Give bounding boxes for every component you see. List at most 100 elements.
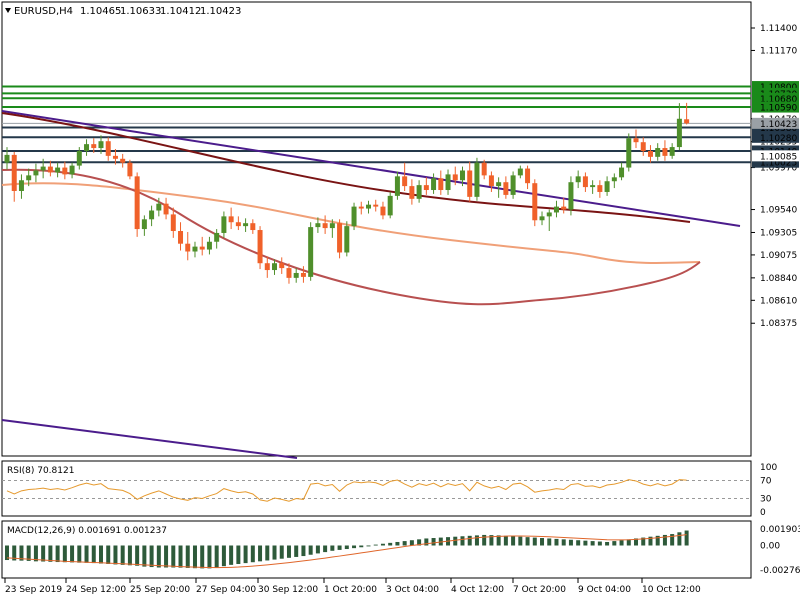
- macd-bar: [286, 545, 291, 558]
- candles: [4, 102, 690, 284]
- candle-body: [149, 210, 155, 220]
- candle-body: [11, 154, 17, 191]
- macd-bar: [482, 534, 487, 546]
- macd-bar: [518, 536, 523, 546]
- macd-bar: [467, 535, 472, 546]
- macd-bar: [532, 537, 537, 546]
- candle-body: [532, 183, 538, 221]
- time-tick-label: 10 Oct 12:00: [642, 585, 701, 595]
- macd-bar: [315, 545, 320, 554]
- macd-bar: [258, 545, 263, 562]
- macd-bar: [460, 536, 465, 546]
- candle-body: [416, 185, 422, 199]
- candle-body: [4, 154, 10, 163]
- macd-bar: [171, 545, 176, 568]
- candle-body: [394, 176, 400, 196]
- macd-bar: [583, 540, 588, 546]
- macd-tick-label: 0.001903: [760, 525, 800, 535]
- macd-bar: [597, 541, 602, 546]
- macd-bar: [200, 545, 205, 569]
- macd-bar: [84, 545, 89, 563]
- candle-body: [647, 150, 653, 157]
- time-tick-label: 7 Oct 20:00: [513, 585, 566, 595]
- candle-body: [33, 170, 39, 176]
- level-label: 1.10590: [760, 104, 797, 114]
- candle-body: [185, 243, 191, 252]
- macd-bar: [19, 545, 24, 561]
- candle-body: [47, 166, 53, 173]
- level-labels: 1.108001.107301.106801.105901.103801.102…: [752, 81, 799, 169]
- candle-body: [488, 175, 494, 187]
- macd-bar: [655, 535, 660, 546]
- rsi-tick-label: 0: [760, 508, 766, 518]
- candle-body: [561, 206, 567, 210]
- candle-body: [329, 223, 335, 229]
- candle-body: [112, 155, 118, 159]
- candle-body: [55, 167, 61, 173]
- candle-body: [575, 176, 581, 183]
- macd-bar: [540, 538, 545, 546]
- macd-bar: [142, 545, 147, 567]
- macd-bar: [164, 545, 169, 568]
- level-label: 1.10680: [760, 95, 797, 105]
- candle-body: [474, 162, 480, 197]
- level-label-box: [752, 131, 799, 143]
- macd-tick-label: 0.00: [760, 542, 780, 552]
- macd-bar: [120, 545, 125, 565]
- candle-body: [199, 246, 205, 250]
- macd-bar: [135, 545, 140, 566]
- candle-body: [105, 141, 111, 156]
- candle-body: [76, 150, 82, 166]
- candle-body: [192, 246, 198, 252]
- macd-bar: [243, 545, 248, 564]
- candle-body: [525, 168, 531, 184]
- candle-body: [293, 272, 299, 278]
- level-label-box: [752, 117, 799, 129]
- candle-body: [517, 168, 523, 176]
- candle-body: [18, 180, 24, 191]
- ohlc-close: 1.10423: [200, 6, 241, 17]
- macd-bar: [5, 545, 9, 561]
- macd-tick-label: -0.002764: [760, 566, 800, 576]
- candle-body: [640, 142, 646, 151]
- candle-body: [459, 170, 465, 181]
- macd-bar: [214, 545, 219, 568]
- macd-bar: [605, 541, 610, 546]
- macd-bar: [337, 545, 342, 550]
- macd-bar: [424, 538, 429, 546]
- candle-body: [438, 178, 444, 191]
- level-label: 1.10423: [760, 120, 797, 130]
- macd-bar: [12, 545, 17, 561]
- macd-bar: [55, 545, 60, 563]
- level-label-box: [752, 92, 799, 104]
- rsi-panel-frame: [1, 460, 752, 517]
- macd-bar: [113, 545, 118, 565]
- dropdown-triangle-icon[interactable]: [5, 8, 11, 13]
- candle-body: [156, 203, 162, 211]
- candle-body: [221, 216, 227, 233]
- candle-body: [279, 263, 285, 269]
- symbol-timeframe: EURUSD,H4: [14, 6, 73, 17]
- candle-body: [590, 185, 596, 188]
- macd-bar: [474, 535, 479, 546]
- macd-bar: [648, 536, 653, 546]
- candle-body: [423, 185, 429, 191]
- macd-bar: [547, 538, 552, 546]
- ohlc-high: 1.10633: [120, 6, 161, 17]
- candle-body: [684, 119, 690, 124]
- macd-bar: [301, 545, 306, 557]
- candle-body: [69, 165, 75, 175]
- upper-trendline: [1, 110, 741, 227]
- macd-bar: [41, 545, 46, 562]
- candle-body: [243, 223, 249, 227]
- macd-bar: [496, 535, 501, 546]
- candle-body: [26, 175, 32, 181]
- price-tick-label: 1.08840: [760, 274, 797, 284]
- macd-panel-frame: [1, 520, 752, 579]
- macd-bar: [359, 545, 364, 548]
- candle-body: [604, 181, 610, 192]
- time-tick-label: 30 Sep 12:00: [258, 585, 318, 595]
- macd-bar: [409, 540, 414, 546]
- candle-body: [553, 206, 559, 213]
- rsi-indicator: 100 70 30 0: [2, 463, 777, 518]
